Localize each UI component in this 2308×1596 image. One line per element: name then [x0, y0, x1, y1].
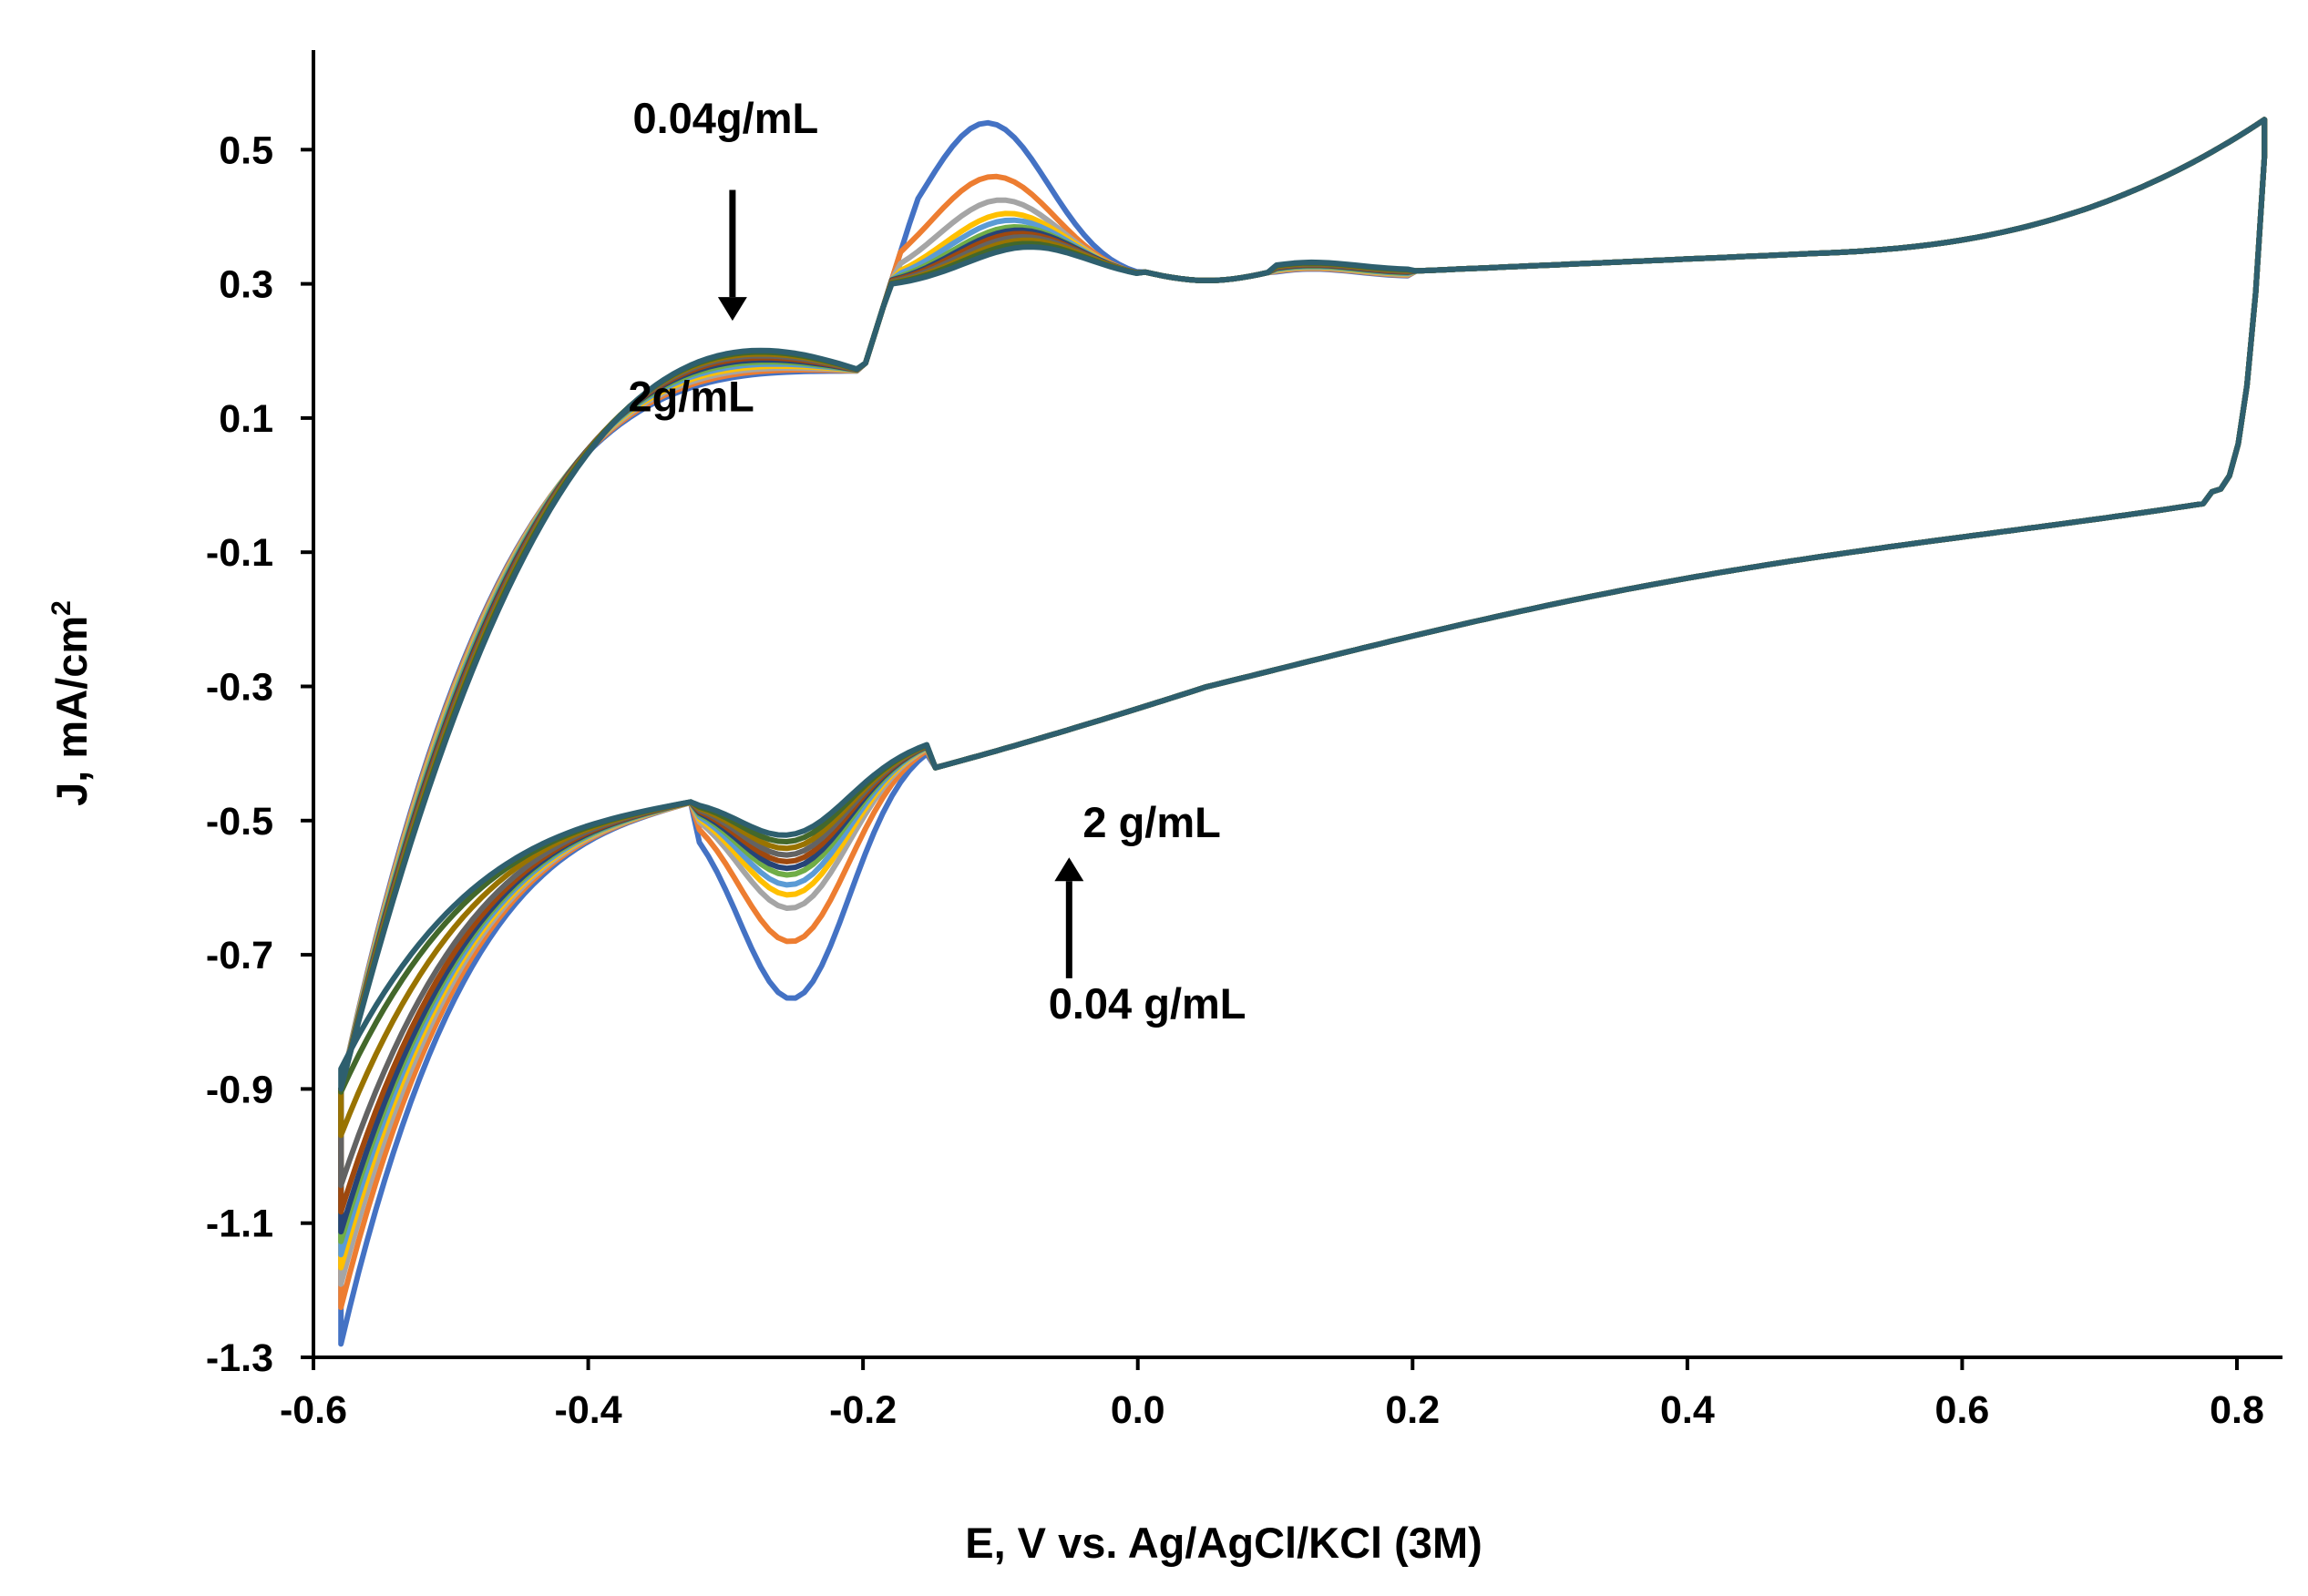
- y-tick-label: 0.5: [219, 128, 273, 172]
- y-axis-title-main: J, mA/cm: [47, 616, 96, 806]
- series-line: [338, 117, 2268, 1235]
- x-tick-label: 0.2: [1385, 1388, 1440, 1432]
- annotation-bottom-start-label: 0.04 g/mL: [1049, 979, 1246, 1028]
- axis-layer: [312, 50, 2282, 1359]
- series-line: [338, 117, 2268, 1258]
- series-line: [338, 117, 2268, 1215]
- series-line: [338, 117, 2268, 1244]
- tick-layer: -0.6 -0.4 -0.2 0.0 0.2 0.4 0.6 0.8 0.5 0.3 0.1 -0.1…: [206, 128, 2264, 1432]
- x-tick-label: -0.4: [555, 1388, 622, 1432]
- y-axis-title-superscript: 2: [46, 600, 77, 616]
- y-tick-label: -1.3: [206, 1336, 273, 1380]
- series-line: [338, 117, 2268, 1347]
- x-tick-label: -0.2: [829, 1388, 897, 1432]
- series-line: [338, 117, 2268, 1287]
- series-line: [338, 117, 2268, 1311]
- x-tick-label: 0.8: [2210, 1388, 2264, 1432]
- y-tick-label: 0.1: [219, 397, 273, 441]
- y-tick-label: -0.3: [206, 666, 273, 710]
- annotation-arrowhead: [1054, 857, 1084, 882]
- y-axis-title: J, mA/cm2: [46, 600, 96, 806]
- y-axis-title-group: J, mA/cm2: [46, 600, 96, 806]
- annotation-arrowhead: [717, 297, 747, 322]
- series-line: [338, 117, 2268, 1092]
- y-tick-label: -0.5: [206, 800, 273, 844]
- series-line: [338, 117, 2268, 1095]
- y-tick-label: -1.1: [206, 1202, 273, 1246]
- series-line: [338, 117, 2268, 1189]
- x-tick-label: -0.6: [280, 1388, 347, 1432]
- y-tick-label: -0.1: [206, 531, 273, 575]
- series-line: [338, 117, 2268, 1271]
- x-tick-label: 0.6: [1935, 1388, 1990, 1432]
- y-tick-label: 0.3: [219, 263, 273, 307]
- series-line: [338, 117, 2268, 1139]
- annotation-top-label: 0.04g/mL: [632, 94, 818, 142]
- y-tick-label: -0.7: [206, 934, 273, 977]
- annotation-bottom-end-label: 2 g/mL: [1082, 798, 1220, 846]
- annotation-top-end-label: 2g/mL: [628, 373, 754, 421]
- y-tick-label: -0.9: [206, 1068, 273, 1111]
- series-layer: [338, 117, 2268, 1347]
- x-tick-label: 0.4: [1660, 1388, 1715, 1432]
- x-tick-label: 0.0: [1111, 1388, 1165, 1432]
- annotation-layer: 0.04g/mL 2g/mL 2 g/mL 0.04 g/mL: [628, 94, 1246, 1028]
- x-axis-title: E, V vs. Ag/AgCl/KCl (3M): [965, 1519, 1482, 1567]
